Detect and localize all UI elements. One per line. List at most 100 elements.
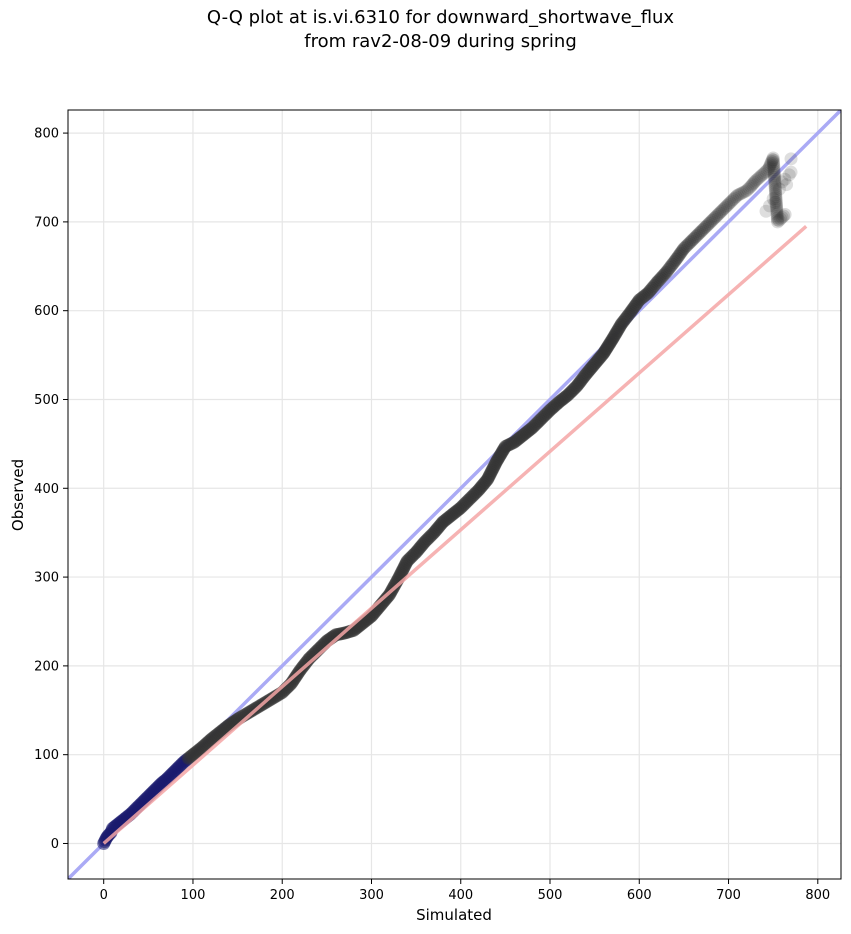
qq-point <box>748 174 762 188</box>
qq-point <box>668 254 682 268</box>
qq-point <box>777 209 791 223</box>
qq-point <box>605 334 619 348</box>
qq-point <box>669 252 683 266</box>
qq-point <box>732 187 746 201</box>
qq-point <box>769 190 783 204</box>
y-tick-label: 800 <box>34 127 59 142</box>
qq-point <box>645 281 659 295</box>
qq-point <box>674 246 688 260</box>
qq-point <box>741 182 755 196</box>
qq-point <box>745 178 759 192</box>
qq-point <box>626 302 640 316</box>
qq-point <box>638 288 652 302</box>
qq-point <box>701 218 715 232</box>
qq-point <box>678 240 692 254</box>
qq-point <box>617 314 631 328</box>
regression-fit-line <box>102 225 808 845</box>
x-tick-label: 600 <box>627 888 652 903</box>
qq-point <box>767 157 781 171</box>
qq-point <box>702 216 716 230</box>
qq-point <box>686 233 700 247</box>
qq-point <box>672 248 686 262</box>
qq-point <box>753 170 767 184</box>
qq-point <box>739 184 753 198</box>
qq-point <box>651 274 665 288</box>
x-tick-label: 500 <box>538 888 563 903</box>
qq-point <box>767 165 781 179</box>
qq-point <box>727 191 741 205</box>
qq-point <box>778 207 792 221</box>
qq-point <box>751 171 765 185</box>
qq-point <box>665 257 679 271</box>
x-tick-label: 200 <box>270 888 295 903</box>
qq-point <box>759 204 773 218</box>
qq-point <box>699 219 713 233</box>
qq-point <box>750 173 764 187</box>
x-axis-ticks: 0 100 200 300 400 500 600 700 800 <box>100 879 830 903</box>
qq-point <box>614 317 628 331</box>
y-tick-label: 300 <box>34 571 59 586</box>
y-tick-label: 700 <box>34 215 59 230</box>
qq-point <box>605 332 619 346</box>
qq-point <box>695 224 709 238</box>
qq-point <box>763 199 777 213</box>
qq-point <box>642 284 656 298</box>
qq-point <box>768 170 782 184</box>
y-tick-label: 500 <box>34 393 59 408</box>
x-tick-label: 400 <box>448 888 473 903</box>
qq-point <box>681 237 695 251</box>
qq-point <box>768 176 782 190</box>
qq-point <box>766 192 780 206</box>
qq-point <box>714 205 728 219</box>
qq-point <box>717 202 731 216</box>
qq-point <box>762 162 776 176</box>
qq-point <box>770 205 784 219</box>
qq-point <box>767 168 781 182</box>
qq-point <box>704 215 718 229</box>
qq-point <box>726 193 740 207</box>
x-axis-label: Simulated <box>416 906 492 924</box>
qq-point <box>630 296 644 310</box>
qq-point <box>760 163 774 177</box>
qq-point <box>655 270 669 284</box>
qq-point <box>675 245 689 259</box>
qq-point <box>632 293 646 307</box>
qq-point <box>648 278 662 292</box>
qq-point <box>771 215 785 229</box>
qq-point <box>767 161 781 175</box>
qq-point <box>767 163 781 177</box>
qq-point <box>629 298 643 312</box>
qq-point <box>770 209 784 223</box>
qq-point <box>687 231 701 245</box>
qq-point <box>730 188 744 202</box>
qq-point <box>670 251 684 265</box>
qq-point <box>603 337 617 351</box>
qq-point <box>759 165 773 179</box>
qq-point <box>723 196 737 210</box>
qq-point <box>689 230 703 244</box>
qq-point <box>768 184 782 198</box>
qq-point <box>597 346 611 360</box>
qq-point <box>768 182 782 196</box>
y-tick-label: 400 <box>34 482 59 497</box>
qq-point <box>612 320 626 334</box>
qq-point <box>744 179 758 193</box>
qq-point <box>769 186 783 200</box>
y-tick-label: 600 <box>34 304 59 319</box>
qq-point <box>710 209 724 223</box>
qq-point <box>623 305 637 319</box>
qq-point <box>757 166 771 180</box>
qq-point <box>768 178 782 192</box>
qq-point <box>768 174 782 188</box>
x-tick-label: 300 <box>359 888 384 903</box>
grid-lines <box>68 110 841 879</box>
qq-point <box>770 201 784 215</box>
qq-point <box>772 213 786 227</box>
qq-point <box>634 292 648 306</box>
qq-point <box>680 239 694 253</box>
qq-point <box>734 186 748 200</box>
x-tick-label: 700 <box>716 888 741 903</box>
x-tick-label: 800 <box>805 888 830 903</box>
qq-point <box>662 262 676 276</box>
qq-point <box>772 182 786 196</box>
